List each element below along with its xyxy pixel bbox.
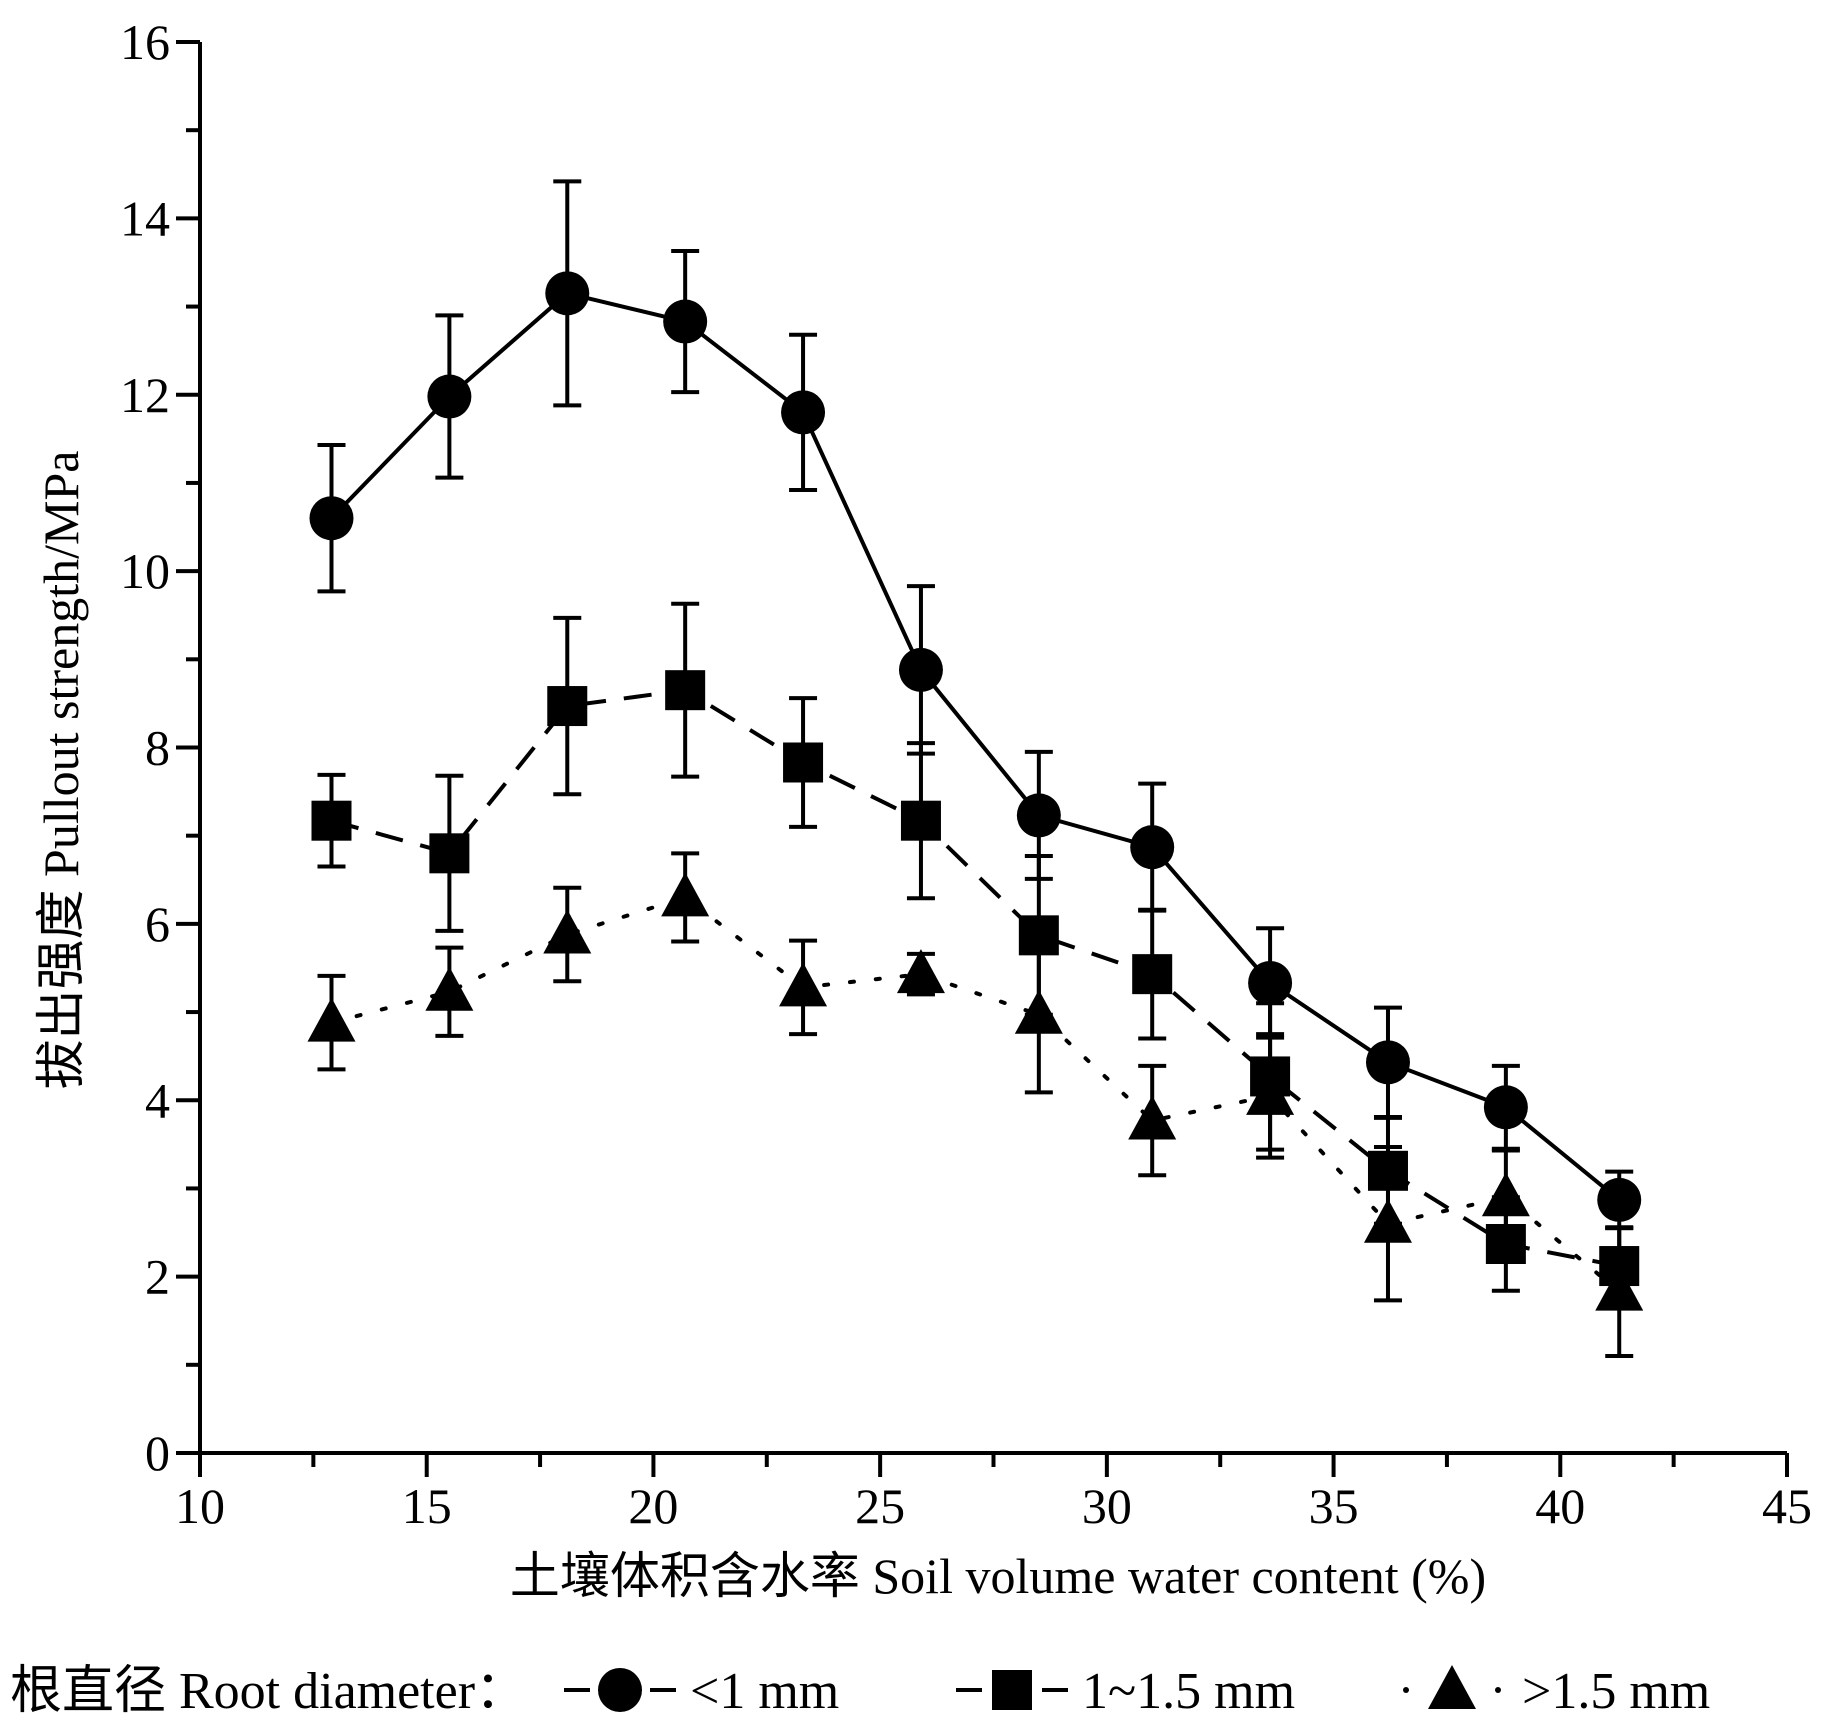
data-point-square: [900, 800, 941, 841]
data-point-circle: [898, 647, 943, 692]
x-axis-title: 土壤体积含水率 Soil volume water content (%): [510, 1548, 1486, 1604]
data-point-triangle: [425, 966, 474, 1011]
data-point-square: [429, 833, 470, 874]
y-tick-label: 12: [120, 367, 170, 423]
series-layer: [307, 179, 1644, 1358]
y-tick-label: 16: [120, 14, 170, 70]
data-point-circle: [1248, 960, 1293, 1005]
series-line: [330, 688, 1620, 1269]
data-point-square: [665, 670, 706, 711]
y-tick-label: 8: [145, 720, 170, 776]
data-point-triangle: [1246, 1070, 1295, 1115]
data-point-circle: [309, 496, 354, 541]
y-tick-label: 10: [120, 543, 170, 599]
series-line: [330, 291, 1621, 1202]
axes: [176, 40, 1789, 1477]
data-point-triangle: [779, 962, 828, 1007]
legend-entry-square: 1~1.5 mm: [956, 1663, 1295, 1720]
data-point-triangle: [1014, 989, 1063, 1034]
data-point-circle: [663, 299, 708, 344]
legend-line-left: [1403, 1687, 1409, 1693]
y-axis-title: 拔出强度 Pullout strength/MPa: [33, 451, 89, 1090]
data-point-triangle: [543, 909, 592, 954]
legend: 根直径 Root diameter： <1 mm 1~1.5 mm >1.5 mm: [10, 1663, 1710, 1720]
legend-marker-circle: [598, 1668, 642, 1712]
data-point-square: [547, 686, 588, 727]
series-circle: [309, 179, 1642, 1231]
data-point-square: [311, 800, 352, 841]
data-point-triangle: [1595, 1266, 1644, 1311]
data-point-circle: [1483, 1085, 1528, 1130]
data-point-square: [1132, 954, 1173, 995]
data-point-triangle: [1128, 1095, 1177, 1140]
series-line: [329, 895, 1622, 1294]
data-point-square: [783, 742, 824, 783]
data-point-circle: [1130, 825, 1175, 870]
data-point-triangle: [661, 872, 710, 917]
x-tick-label: 35: [1309, 1478, 1359, 1534]
data-point-circle: [545, 271, 590, 316]
data-point-triangle: [307, 997, 356, 1042]
data-point-triangle: [896, 949, 945, 994]
x-tick-label: 10: [175, 1478, 225, 1534]
legend-title: 根直径 Root diameter：: [10, 1663, 527, 1720]
legend-label: 1~1.5 mm: [1082, 1663, 1295, 1720]
data-point-triangle: [1481, 1172, 1530, 1217]
legend-marker-square: [992, 1670, 1032, 1710]
legend-entry-triangle: >1.5 mm: [1403, 1663, 1710, 1720]
data-point-circle: [427, 374, 472, 419]
x-tick-label: 25: [855, 1478, 905, 1534]
data-point-circle: [781, 390, 826, 435]
y-tick-label: 0: [145, 1425, 170, 1481]
x-tick-label: 20: [628, 1478, 678, 1534]
tick-labels: 10 15 20 25 30 35 40 45 0 2 4 6 8 10 12 14 16: [120, 14, 1812, 1534]
legend-label: <1 mm: [690, 1663, 839, 1720]
y-tick-label: 4: [145, 1072, 170, 1128]
data-point-circle: [1597, 1177, 1642, 1222]
x-tick-label: 40: [1535, 1478, 1585, 1534]
data-point-circle: [1365, 1040, 1410, 1085]
x-tick-label: 15: [402, 1478, 452, 1534]
data-point-triangle: [1363, 1198, 1412, 1243]
legend-marker-triangle: [1428, 1665, 1476, 1709]
x-tick-label: 30: [1082, 1478, 1132, 1534]
data-point-circle: [1016, 793, 1061, 838]
legend-entry-circle: <1 mm: [564, 1663, 839, 1720]
legend-label: >1.5 mm: [1522, 1663, 1710, 1720]
x-tick-label: 45: [1762, 1478, 1812, 1534]
y-tick-label: 14: [120, 190, 170, 246]
legend-line-right: [1495, 1687, 1501, 1693]
y-tick-label: 6: [145, 896, 170, 952]
series-square: [311, 601, 1640, 1306]
y-tick-label: 2: [145, 1249, 170, 1305]
series-triangle: [307, 851, 1644, 1358]
